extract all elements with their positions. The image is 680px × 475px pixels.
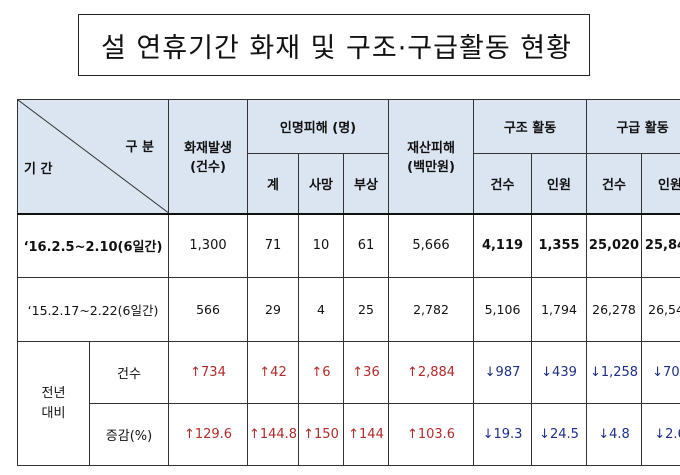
cell-injury: 61 [342, 212, 390, 278]
page-title: 설 연휴기간 화재 및 구조·구급활동 현황 [78, 14, 590, 76]
header-corner-cell: 구 분 기 간 [17, 99, 169, 214]
comparison-label: 전년 대비 [17, 341, 90, 466]
header-ems-count: 건수 [586, 153, 643, 214]
table-row: ‘16.2.5~2.10(6일간) 1,300 71 10 61 5,666 4… [17, 212, 680, 278]
cell-death: ↑6 [298, 341, 344, 404]
header-fire: 화재발생 (건수) [168, 99, 248, 214]
cell-death: ↑150 [298, 403, 344, 466]
cell-rescue-count: ↓987 [473, 341, 533, 404]
cell-property: 2,782 [388, 277, 475, 342]
cell-rescue-count: 4,119 [473, 212, 533, 278]
header-ems: 구급 활동 [586, 99, 680, 154]
cell-ems-persons: 25,843 [641, 212, 680, 278]
table-row: 전년 대비 건수 ↑734 ↑42 ↑6 ↑36 ↑2,884 ↓987 ↓43… [17, 341, 680, 466]
cell-property: 5,666 [388, 212, 475, 278]
header-rescue-persons: 인원 [531, 153, 588, 214]
diagonal-divider [18, 100, 168, 213]
cell-rescue-count: ↓19.3 [473, 403, 533, 466]
cell-death: 4 [298, 277, 344, 342]
cell-rescue-count: 5,106 [473, 277, 533, 342]
cell-injury: ↑144 [342, 403, 390, 466]
cell-rescue-persons: 1,355 [531, 212, 588, 278]
cell-ems-persons: 26,544 [641, 277, 680, 342]
cell-casualty-total: 29 [247, 277, 299, 342]
cell-fire: 566 [168, 277, 248, 342]
statistics-table: 구 분 기 간 화재발생 (건수) 인명피해 (명) 재산피해 (백만원) 구조… [17, 99, 680, 466]
cell-ems-count: ↓4.8 [586, 403, 643, 466]
cell-fire: 1,300 [168, 212, 248, 278]
header-injury: 부상 [342, 153, 390, 214]
row-period: ‘16.2.5~2.10(6일간) [17, 212, 169, 278]
cell-fire: ↑129.6 [168, 403, 248, 466]
header-casualty-total: 계 [247, 153, 299, 214]
header-rescue: 구조 활동 [473, 99, 588, 154]
comparison-rate-label: 증감(%) [89, 403, 169, 466]
cell-ems-count: 26,278 [586, 277, 643, 342]
cell-casualty-total: ↑42 [247, 341, 299, 404]
header-category-label: 구 분 [125, 140, 154, 155]
header-property: 재산피해 (백만원) [388, 99, 475, 214]
row-period: ‘15.2.17~2.22(6일간) [17, 277, 169, 342]
cell-ems-count: 25,020 [586, 212, 643, 278]
cell-rescue-persons: 1,794 [531, 277, 588, 342]
cell-ems-count: ↓1,258 [586, 341, 643, 404]
header-period-label: 기 간 [24, 161, 53, 177]
cell-property: ↑103.6 [388, 403, 475, 466]
header-ems-persons: 인원 [641, 153, 680, 214]
cell-injury: ↑36 [342, 341, 390, 404]
cell-injury: 25 [342, 277, 390, 342]
header-rescue-count: 건수 [473, 153, 533, 214]
cell-casualty-total: ↑144.8 [247, 403, 299, 466]
cell-ems-persons: ↓2.6 [641, 403, 680, 466]
cell-casualty-total: 71 [247, 212, 299, 278]
cell-fire: ↑734 [168, 341, 248, 404]
comparison-count-label: 건수 [89, 341, 169, 404]
cell-ems-persons: ↓701 [641, 341, 680, 404]
header-death: 사망 [298, 153, 344, 214]
table-row: 증감(%) ↑129.6 ↑144.8 ↑150 ↑144 ↑103.6 ↓19… [18, 403, 680, 466]
cell-rescue-persons: ↓24.5 [531, 403, 588, 466]
cell-property: ↑2,884 [388, 341, 475, 404]
cell-rescue-persons: ↓439 [531, 341, 588, 404]
table-row: ‘15.2.17~2.22(6일간) 566 29 4 25 2,782 5,1… [17, 277, 680, 342]
cell-death: 10 [298, 212, 344, 278]
header-casualty: 인명피해 (명) [246, 99, 390, 154]
